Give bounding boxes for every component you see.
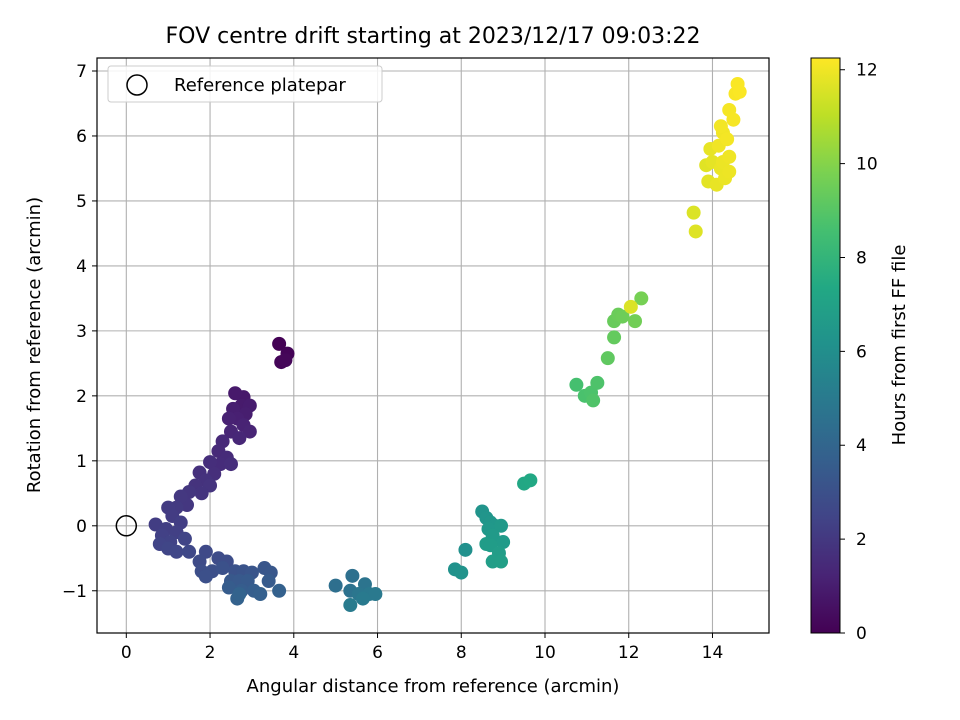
data-point [628,314,643,329]
legend: Reference platepar [107,65,383,103]
x-axis-label: Angular distance from reference (arcmin) [247,676,620,697]
data-point [688,224,703,239]
data-point [586,393,601,408]
colorbar: 0 2 4 6 8 10 12 Hours from first FF file [810,57,910,644]
x-tick-label: 0 [121,643,132,663]
chart-title: FOV centre drift starting at 2023/12/17 … [166,24,701,49]
data-point [722,164,737,179]
legend-box [107,65,383,103]
data-point [494,518,509,533]
data-point [713,119,728,134]
data-point [194,486,209,501]
y-tick-label: 2 [76,387,87,407]
y-tick-label: 7 [76,62,87,82]
colorbar-gradient [810,57,841,634]
y-tick-label: 5 [76,192,87,212]
data-point [221,411,236,426]
data-point [634,291,649,306]
data-point [261,574,276,589]
legend-marker-reference [126,74,148,96]
data-point [722,149,737,164]
data-point [242,424,257,439]
y-axis-label: Rotation from reference (arcmin) [24,197,45,493]
data-points [115,76,747,613]
x-tick-label: 4 [288,643,299,663]
grid-lines [97,58,769,633]
x-tick-label: 2 [205,643,216,663]
data-point [328,578,343,593]
x-axis-ticks: 0 2 4 6 8 10 12 14 [121,633,723,663]
y-tick-label: 4 [76,257,87,277]
x-tick-label: 14 [702,643,724,663]
data-point [272,583,287,598]
data-point [607,330,622,345]
y-tick-label: 6 [76,127,87,147]
y-tick-label: −1 [62,582,87,602]
y-tick-label: 0 [76,517,87,537]
data-point [345,568,360,583]
y-tick-label: 1 [76,452,87,472]
x-tick-label: 8 [456,643,467,663]
data-point [232,431,247,446]
colorbar-tick-label: 12 [856,61,878,81]
colorbar-tick-label: 2 [856,530,867,550]
colorbar-label: Hours from first FF file [889,245,910,446]
data-point [720,132,735,147]
data-point [569,377,584,392]
data-point [494,554,509,569]
data-point [458,542,473,557]
data-point [177,531,192,546]
data-point [686,205,701,220]
data-point [355,591,370,606]
data-point [615,309,630,324]
data-point [169,544,184,559]
data-point [623,299,638,314]
data-point [221,580,236,595]
reference-platepar-marker [115,515,138,537]
data-point [278,353,293,368]
data-point [272,336,287,351]
data-point [232,587,247,602]
data-point [223,457,238,472]
data-point [343,598,358,613]
data-point [203,455,218,470]
legend-entry-reference: Reference platepar [174,75,346,96]
data-point [368,587,383,602]
data-point [600,351,615,366]
data-point [496,535,511,550]
y-tick-label: 3 [76,322,87,342]
data-point [454,565,469,580]
data-point [182,544,197,559]
data-point [228,386,243,401]
x-tick-label: 12 [618,643,640,663]
y-axis-ticks: −1 0 1 2 3 4 5 6 7 [62,62,97,602]
data-point [523,473,538,488]
data-point [173,489,188,504]
data-point [726,112,741,127]
colorbar-tick-label: 4 [856,436,867,456]
data-point [732,84,747,99]
plot-area-frame [96,57,770,634]
colorbar-ticks: 0 2 4 6 8 10 12 [840,61,878,644]
data-point [253,587,268,602]
colorbar-tick-label: 8 [856,248,867,268]
x-tick-label: 6 [372,643,383,663]
data-point [148,517,163,532]
data-point [215,561,230,576]
x-tick-label: 10 [534,643,556,663]
colorbar-tick-label: 10 [856,155,878,175]
colorbar-tick-label: 6 [856,342,867,362]
data-point [198,569,213,584]
data-point [590,375,605,390]
colorbar-tick-label: 0 [856,624,867,644]
